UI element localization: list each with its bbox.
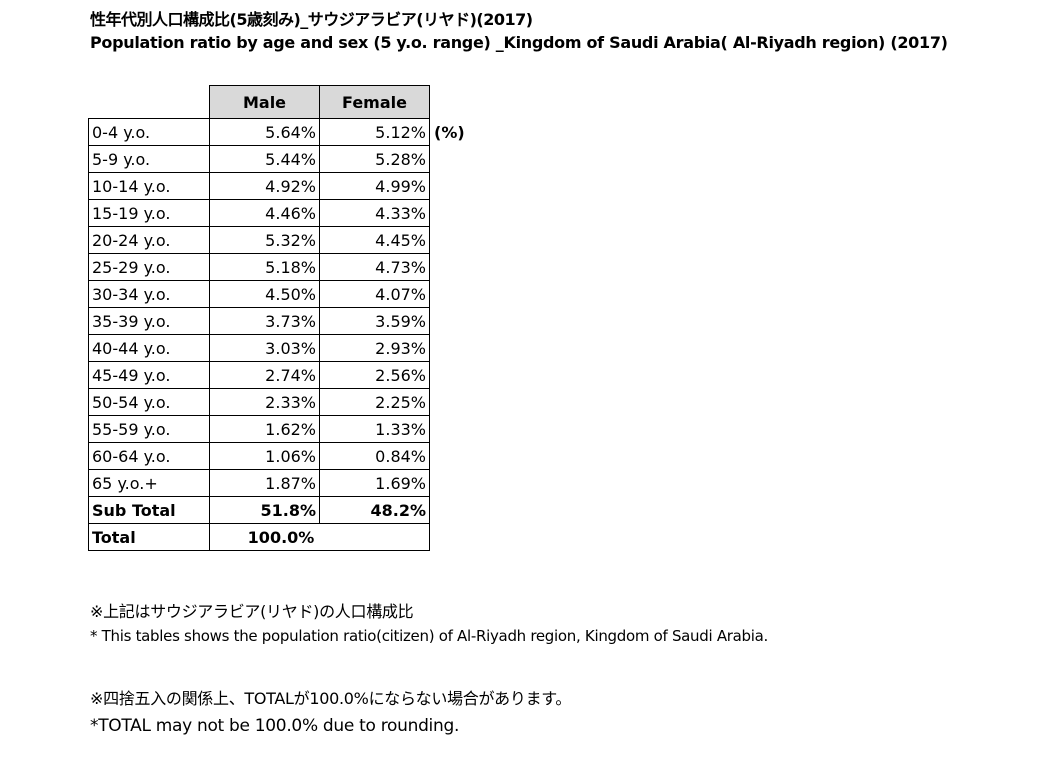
note-english-1: * This tables shows the population ratio… bbox=[90, 627, 768, 645]
age-group: 5-9 y.o. bbox=[88, 145, 210, 173]
subtotal-female: 48.2% bbox=[319, 496, 430, 524]
header-male: Male bbox=[209, 85, 320, 119]
table-row: 15-19 y.o. 4.46% 4.33% bbox=[88, 199, 430, 227]
female-value: 5.12% bbox=[319, 118, 430, 146]
male-value: 3.03% bbox=[209, 334, 320, 362]
age-group: 45-49 y.o. bbox=[88, 361, 210, 389]
female-value: 4.45% bbox=[319, 226, 430, 254]
age-group: 0-4 y.o. bbox=[88, 118, 210, 146]
header-row: Male Female bbox=[88, 85, 430, 119]
age-group: 65 y.o.+ bbox=[88, 469, 210, 497]
female-value: 4.33% bbox=[319, 199, 430, 227]
female-value: 1.33% bbox=[319, 415, 430, 443]
total-row: Total 100.0% bbox=[88, 523, 430, 551]
female-value: 5.28% bbox=[319, 145, 430, 173]
male-value: 5.64% bbox=[209, 118, 320, 146]
table-row: 60-64 y.o. 1.06% 0.84% bbox=[88, 442, 430, 470]
note-english-2: *TOTAL may not be 100.0% due to rounding… bbox=[90, 716, 460, 736]
male-value: 3.73% bbox=[209, 307, 320, 335]
population-table: Male Female 0-4 y.o. 5.64% 5.12% 5-9 y.o. 5.… bbox=[88, 85, 430, 551]
age-group: 40-44 y.o. bbox=[88, 334, 210, 362]
title-english: Population ratio by age and sex (5 y.o. … bbox=[90, 33, 948, 52]
female-value: 4.07% bbox=[319, 280, 430, 308]
table-row: 35-39 y.o. 3.73% 3.59% bbox=[88, 307, 430, 335]
unit-label: (%) bbox=[434, 123, 465, 142]
table-row: 30-34 y.o. 4.50% 4.07% bbox=[88, 280, 430, 308]
table-row: 65 y.o.+ 1.87% 1.69% bbox=[88, 469, 430, 497]
age-group: 60-64 y.o. bbox=[88, 442, 210, 470]
subtotal-male: 51.8% bbox=[209, 496, 320, 524]
table-row: 25-29 y.o. 5.18% 4.73% bbox=[88, 253, 430, 281]
table-row: 40-44 y.o. 3.03% 2.93% bbox=[88, 334, 430, 362]
age-group: 15-19 y.o. bbox=[88, 199, 210, 227]
female-value: 1.69% bbox=[319, 469, 430, 497]
total-label: Total bbox=[88, 523, 210, 551]
male-value: 2.33% bbox=[209, 388, 320, 416]
male-value: 1.62% bbox=[209, 415, 320, 443]
female-value: 4.99% bbox=[319, 172, 430, 200]
header-female: Female bbox=[319, 85, 430, 119]
table-row: 45-49 y.o. 2.74% 2.56% bbox=[88, 361, 430, 389]
table-row: 5-9 y.o. 5.44% 5.28% bbox=[88, 145, 430, 173]
note-japanese-2: ※四捨五入の関係上、TOTALが100.0%にならない場合があります。 bbox=[90, 689, 572, 708]
female-value: 0.84% bbox=[319, 442, 430, 470]
total-value: 100.0% bbox=[209, 523, 430, 551]
age-group: 55-59 y.o. bbox=[88, 415, 210, 443]
age-group: 25-29 y.o. bbox=[88, 253, 210, 281]
table-row: 0-4 y.o. 5.64% 5.12% bbox=[88, 118, 430, 146]
female-value: 3.59% bbox=[319, 307, 430, 335]
male-value: 2.74% bbox=[209, 361, 320, 389]
male-value: 5.32% bbox=[209, 226, 320, 254]
female-value: 2.25% bbox=[319, 388, 430, 416]
table-row: 10-14 y.o. 4.92% 4.99% bbox=[88, 172, 430, 200]
male-value: 1.87% bbox=[209, 469, 320, 497]
age-group: 50-54 y.o. bbox=[88, 388, 210, 416]
age-group: 20-24 y.o. bbox=[88, 226, 210, 254]
male-value: 5.44% bbox=[209, 145, 320, 173]
table-row: 50-54 y.o. 2.33% 2.25% bbox=[88, 388, 430, 416]
age-group: 10-14 y.o. bbox=[88, 172, 210, 200]
male-value: 4.46% bbox=[209, 199, 320, 227]
male-value: 5.18% bbox=[209, 253, 320, 281]
table-row: 55-59 y.o. 1.62% 1.33% bbox=[88, 415, 430, 443]
age-group: 30-34 y.o. bbox=[88, 280, 210, 308]
female-value: 2.93% bbox=[319, 334, 430, 362]
table-row: 20-24 y.o. 5.32% 4.45% bbox=[88, 226, 430, 254]
header-blank bbox=[88, 85, 210, 119]
note-japanese-1: ※上記はサウジアラビア(リヤド)の人口構成比 bbox=[90, 602, 414, 621]
male-value: 4.50% bbox=[209, 280, 320, 308]
subtotal-label: Sub Total bbox=[88, 496, 210, 524]
female-value: 4.73% bbox=[319, 253, 430, 281]
female-value: 2.56% bbox=[319, 361, 430, 389]
subtotal-row: Sub Total 51.8% 48.2% bbox=[88, 496, 430, 524]
age-group: 35-39 y.o. bbox=[88, 307, 210, 335]
title-japanese: 性年代別人口構成比(5歳刻み)_サウジアラビア(リヤド)(2017) bbox=[90, 10, 533, 29]
male-value: 1.06% bbox=[209, 442, 320, 470]
male-value: 4.92% bbox=[209, 172, 320, 200]
